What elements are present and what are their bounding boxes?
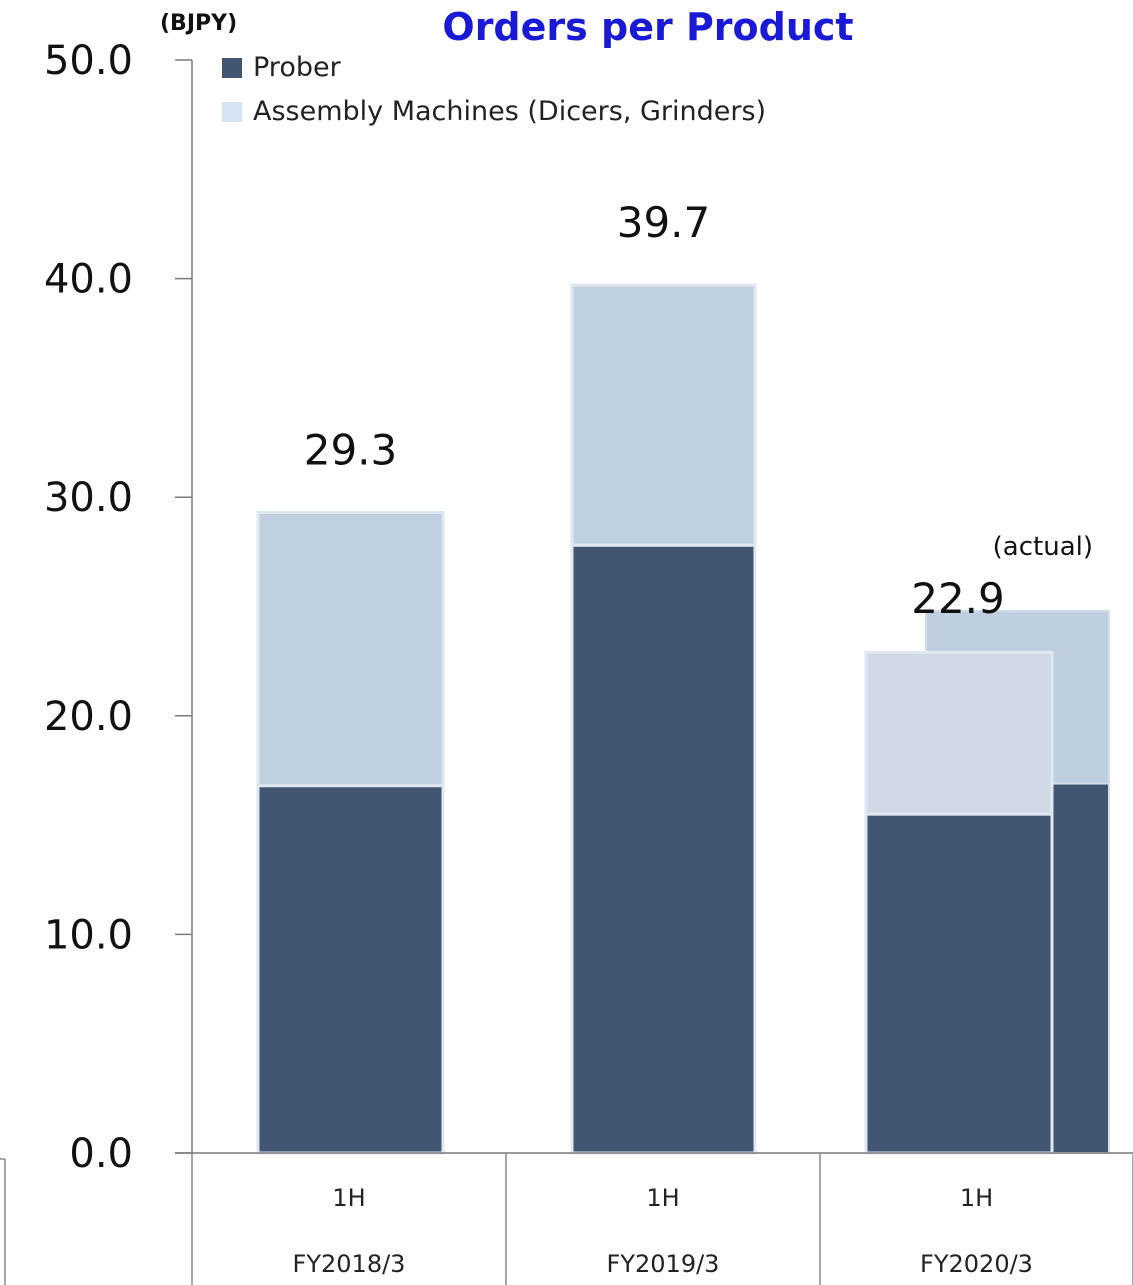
y-tick-label: 40.0 (44, 257, 133, 303)
bar-assembly-segment (256, 511, 445, 788)
legend-swatch-assembly (222, 102, 242, 122)
bar-prober-segment (570, 543, 757, 1155)
category-year-label: FY2018/3 (293, 1250, 406, 1278)
category-period-label: 1H (960, 1184, 993, 1212)
legend-label-assembly: Assembly Machines (Dicers, Grinders) (253, 96, 766, 127)
y-tick-label: 20.0 (44, 694, 133, 740)
y-tick-label: 30.0 (44, 475, 133, 521)
y-tick-label: 50.0 (44, 38, 133, 84)
legend-label-prober: Prober (253, 52, 342, 83)
unit-label: (BJPY) (160, 11, 237, 36)
category-year-label: FY2019/3 (607, 1250, 720, 1278)
legend-swatch-prober (222, 58, 242, 78)
y-tick-label: 0.0 (69, 1131, 133, 1177)
bar-assembly-segment (570, 283, 757, 547)
y-tick-label: 10.0 (44, 912, 133, 958)
total-value-label: 39.7 (617, 198, 711, 247)
bar-prober-segment (864, 812, 1054, 1155)
data-labels: (actual) 29.3 39.7 22.9 (304, 198, 1093, 623)
category-period-label: 1H (332, 1184, 365, 1212)
category-year-label: FY2020/3 (920, 1250, 1033, 1278)
actual-note: (actual) (993, 532, 1093, 562)
bar-prober-segment (256, 784, 445, 1155)
total-value-label: 22.9 (911, 574, 1005, 623)
category-period-label: 1H (646, 1184, 679, 1212)
chart-title: Orders per Product (442, 5, 853, 49)
bar-assembly-segment (864, 650, 1054, 816)
y-axis: 0.0 10.0 20.0 30.0 40.0 50.0 (44, 38, 193, 1177)
total-value-label: 29.3 (304, 426, 398, 475)
bars (256, 283, 1110, 1155)
category-axis: 1H FY2018/3 1H FY2019/3 1H FY2020/3 (0, 1152, 1133, 1285)
legend: Prober Assembly Machines (Dicers, Grinde… (222, 52, 766, 127)
